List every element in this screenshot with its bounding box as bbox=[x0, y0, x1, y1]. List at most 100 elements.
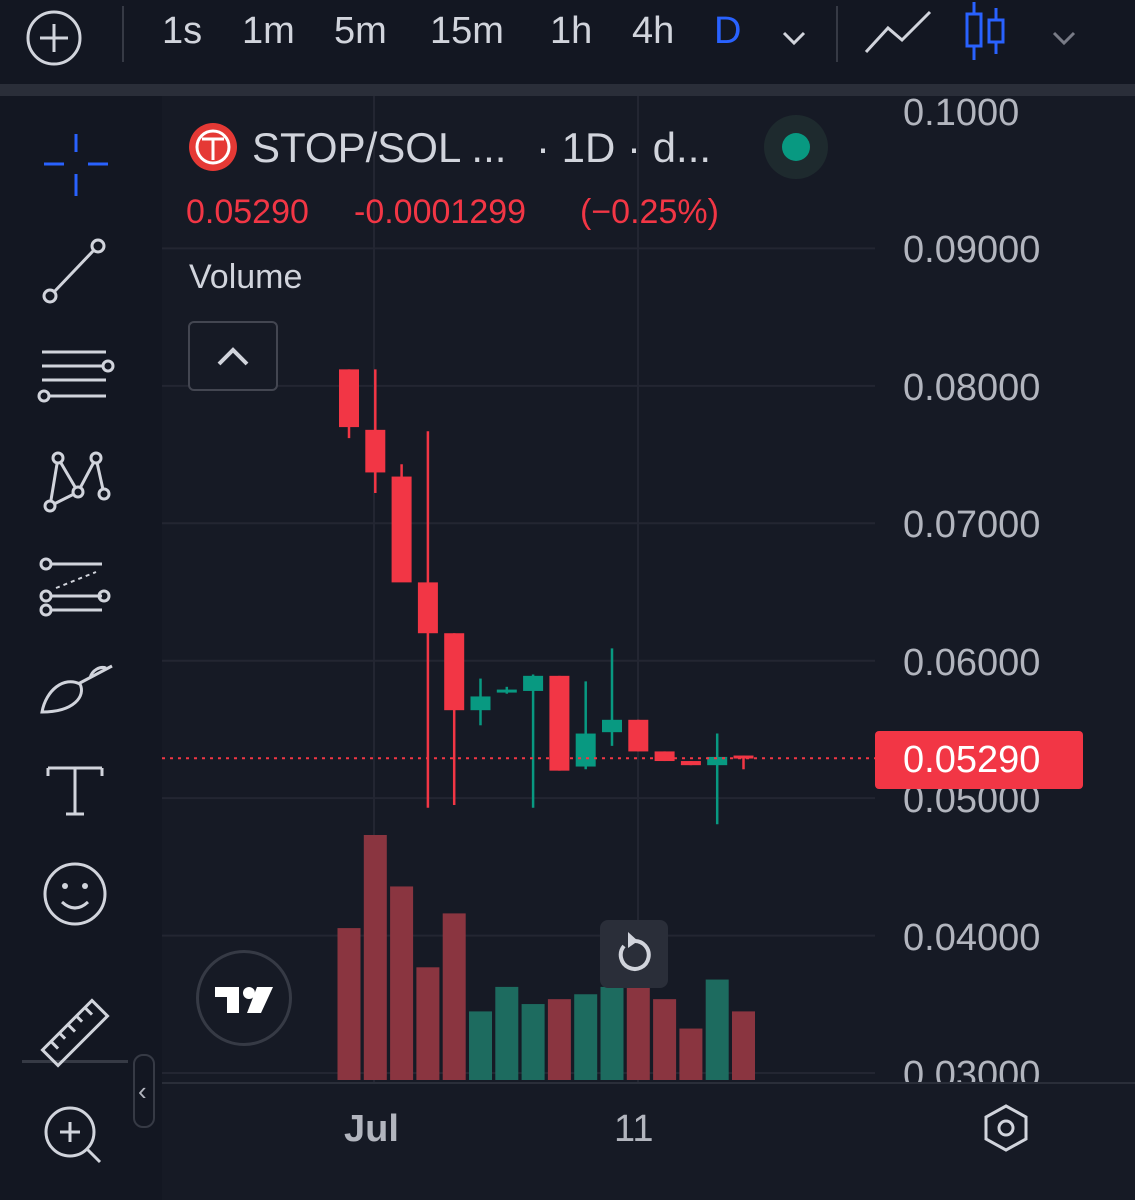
toolbar-separator bbox=[122, 6, 124, 62]
candle-body bbox=[733, 755, 754, 759]
token-logo-icon bbox=[189, 123, 237, 171]
prediction-tool[interactable] bbox=[30, 540, 120, 630]
price-axis-tick: 0.03000 bbox=[903, 1054, 1041, 1082]
current-price-label: 0.05290 bbox=[875, 731, 1083, 789]
tradingview-icon bbox=[215, 987, 273, 1013]
volume-bar bbox=[521, 1004, 545, 1080]
smiley-icon bbox=[43, 862, 107, 926]
brush-tool[interactable] bbox=[30, 646, 120, 736]
timeframe-1m[interactable]: 1m bbox=[242, 10, 295, 52]
volume-bar bbox=[626, 986, 650, 1080]
volume-bar bbox=[416, 967, 440, 1080]
zoom-in-icon bbox=[44, 1106, 102, 1164]
volume-bar bbox=[547, 999, 571, 1080]
chevron-down-icon bbox=[1052, 31, 1076, 46]
market-open-dot bbox=[782, 133, 810, 161]
candle-body bbox=[523, 675, 544, 691]
crosshair-icon bbox=[44, 134, 108, 196]
tradingview-logo[interactable] bbox=[196, 950, 292, 1046]
forecast-icon bbox=[39, 557, 111, 617]
volume-bar bbox=[705, 979, 729, 1080]
market-status-indicator[interactable] bbox=[764, 115, 828, 179]
symbol-interval: · 1D · d... bbox=[536, 124, 712, 171]
chevron-down-icon bbox=[782, 31, 806, 46]
volume-indicator-label[interactable]: Volume bbox=[189, 258, 303, 296]
current-price-value: 0.05290 bbox=[903, 739, 1041, 781]
timeframe-4h[interactable]: 4h bbox=[632, 10, 675, 52]
xabcd-pattern-icon bbox=[43, 451, 111, 513]
chevron-up-icon bbox=[217, 347, 249, 366]
candle-body bbox=[575, 733, 596, 767]
volume-bar bbox=[653, 999, 677, 1080]
timeframe-15m[interactable]: 15m bbox=[430, 10, 504, 52]
price-change: -0.0001299 bbox=[354, 193, 527, 231]
pattern-tool[interactable] bbox=[30, 436, 120, 526]
brush-icon bbox=[40, 664, 113, 714]
trend-line-tool[interactable] bbox=[30, 226, 120, 316]
plus-circle-icon bbox=[26, 10, 82, 66]
timeframe-1h[interactable]: 1h bbox=[550, 10, 593, 52]
fib-retracement-tool[interactable] bbox=[30, 332, 120, 422]
candle-body bbox=[444, 633, 465, 711]
candle-body bbox=[339, 369, 359, 428]
volume-bar bbox=[574, 994, 598, 1080]
symbol-logo bbox=[188, 122, 238, 172]
horizontal-lines-icon bbox=[37, 350, 115, 403]
price-axis-tick: 0.1000 bbox=[903, 92, 1020, 134]
reset-chart-button[interactable] bbox=[600, 920, 668, 988]
timeframe-1s[interactable]: 1s bbox=[162, 10, 203, 52]
candle-body bbox=[496, 689, 517, 693]
time-axis-border bbox=[162, 1082, 1135, 1084]
volume-bar bbox=[679, 1028, 703, 1080]
toolbar-divider bbox=[22, 1060, 128, 1063]
price-axis-tick: 0.09000 bbox=[903, 229, 1041, 271]
candle-body bbox=[470, 696, 491, 711]
top-toolbar: 1s 1m 5m 15m 1h 4h D bbox=[0, 0, 1135, 84]
zoom-in-tool[interactable] bbox=[30, 1090, 120, 1180]
timeframe-dropdown[interactable] bbox=[776, 20, 812, 56]
volume-bar bbox=[495, 986, 519, 1080]
candlestick-icon bbox=[965, 2, 1005, 60]
time-axis-label: Jul bbox=[344, 1108, 399, 1150]
toolbar-collapse-handle[interactable]: ‹ bbox=[133, 1054, 155, 1128]
candle-body bbox=[391, 476, 412, 583]
price-axis-tick: 0.08000 bbox=[903, 367, 1041, 409]
volume-bar bbox=[390, 886, 414, 1080]
price-axis-tick: 0.06000 bbox=[903, 642, 1041, 684]
volume-bar bbox=[442, 913, 466, 1080]
toolbar-separator bbox=[836, 6, 838, 62]
trend-line-icon bbox=[42, 238, 106, 304]
volume-bar bbox=[337, 928, 361, 1080]
candle-body bbox=[680, 761, 701, 766]
refresh-icon bbox=[618, 932, 651, 971]
last-price: 0.05290 bbox=[186, 193, 309, 231]
time-axis-label: 11 bbox=[614, 1108, 654, 1150]
crosshair-tool[interactable] bbox=[30, 122, 120, 212]
candle-body bbox=[365, 429, 386, 473]
line-chart-icon bbox=[864, 10, 932, 54]
collapse-legend-button[interactable] bbox=[188, 321, 278, 391]
volume-bar bbox=[600, 986, 624, 1080]
timeframe-5m[interactable]: 5m bbox=[334, 10, 387, 52]
chart-settings-button[interactable] bbox=[980, 1102, 1032, 1154]
measure-tool[interactable] bbox=[30, 988, 120, 1078]
chart-type-dropdown[interactable] bbox=[1046, 20, 1082, 56]
symbol-title[interactable]: STOP/SOL ... bbox=[252, 124, 507, 171]
text-tool[interactable] bbox=[30, 748, 120, 838]
add-symbol-button[interactable] bbox=[24, 8, 84, 68]
chevron-left-icon: ‹ bbox=[138, 1076, 147, 1106]
candle-body bbox=[654, 751, 675, 762]
candle-body bbox=[549, 675, 570, 771]
icon-tool[interactable] bbox=[30, 850, 120, 940]
line-chart-button[interactable] bbox=[862, 6, 934, 62]
candles-chart-button[interactable] bbox=[962, 0, 1010, 64]
ruler-icon bbox=[40, 998, 110, 1068]
timeframe-d[interactable]: D bbox=[714, 10, 742, 52]
candle-body bbox=[628, 719, 649, 752]
volume-bar bbox=[732, 1011, 755, 1080]
price-axis-tick: 0.04000 bbox=[903, 917, 1041, 959]
hexagon-settings-icon bbox=[984, 1104, 1028, 1152]
candle-body bbox=[602, 719, 622, 733]
header-divider bbox=[0, 84, 1135, 96]
